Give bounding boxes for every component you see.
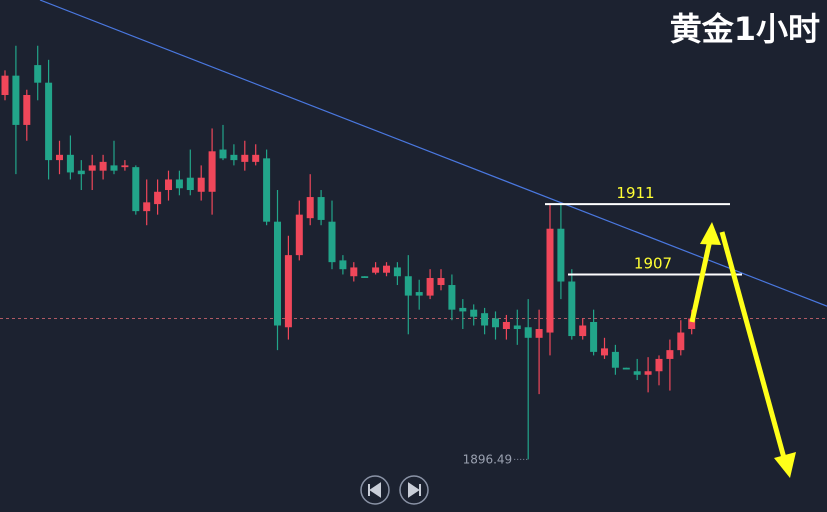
candle-body bbox=[644, 371, 652, 375]
candle-body bbox=[45, 82, 53, 161]
candle-body bbox=[459, 307, 467, 312]
candle-body bbox=[393, 267, 401, 277]
candle-body bbox=[197, 177, 205, 192]
candle-body bbox=[622, 367, 630, 370]
candle-body bbox=[241, 154, 249, 162]
prev-icon bbox=[368, 482, 381, 498]
candle-body bbox=[1, 75, 9, 96]
playback bbox=[360, 475, 429, 505]
chart-title: 黄金1小时 bbox=[670, 10, 820, 48]
candle-body bbox=[154, 191, 162, 205]
low-label: 1896.49 bbox=[463, 452, 513, 466]
candle-body bbox=[34, 65, 42, 83]
candle-body bbox=[317, 197, 325, 220]
candle-body bbox=[219, 149, 227, 159]
candle-body bbox=[165, 179, 172, 191]
candle-body bbox=[546, 228, 554, 333]
candle-body bbox=[579, 325, 587, 337]
candle-body bbox=[426, 277, 434, 296]
candle-body bbox=[99, 161, 107, 171]
candle-body bbox=[513, 325, 521, 330]
candle-body bbox=[121, 165, 129, 168]
candle-body bbox=[350, 267, 358, 277]
next-button[interactable] bbox=[399, 475, 429, 505]
candle-body bbox=[186, 177, 194, 191]
arrow-down bbox=[719, 231, 787, 459]
candle-body bbox=[306, 197, 314, 219]
candle-body bbox=[339, 260, 347, 270]
candle-body bbox=[23, 95, 31, 125]
candle-body bbox=[175, 179, 183, 189]
candle-body bbox=[284, 255, 292, 328]
candle-body bbox=[263, 158, 271, 222]
level-label: 1907 bbox=[634, 254, 672, 272]
candle-body bbox=[611, 351, 619, 368]
arrow-head bbox=[700, 222, 721, 245]
candle-body bbox=[524, 327, 532, 338]
candle-body bbox=[415, 292, 423, 296]
candle-body bbox=[252, 154, 260, 162]
candle-body bbox=[492, 318, 499, 328]
candle-body bbox=[274, 221, 281, 326]
candle-body bbox=[535, 329, 543, 338]
candle-body bbox=[383, 265, 390, 273]
candle-body bbox=[110, 165, 118, 171]
candle-body bbox=[677, 332, 685, 351]
candle-body bbox=[77, 170, 85, 175]
candle-body bbox=[372, 267, 380, 273]
candle-body bbox=[143, 202, 151, 212]
candle-body bbox=[448, 285, 456, 310]
candle-body bbox=[470, 309, 478, 317]
candle-body bbox=[655, 358, 663, 372]
candle-body bbox=[666, 350, 674, 359]
candle-body bbox=[568, 281, 576, 337]
candle-body bbox=[230, 154, 238, 161]
arrow-up bbox=[689, 239, 713, 323]
candle-body bbox=[502, 321, 510, 330]
candle-body bbox=[688, 318, 696, 330]
arrows bbox=[689, 222, 796, 478]
candle-body bbox=[66, 154, 74, 173]
candle-body bbox=[12, 75, 20, 125]
next-icon bbox=[408, 482, 421, 498]
candle-body bbox=[328, 221, 336, 263]
candle-body bbox=[601, 348, 608, 356]
arrow-head bbox=[774, 452, 796, 478]
candle-body bbox=[361, 276, 369, 278]
candle-body bbox=[88, 165, 96, 171]
candle-body bbox=[557, 228, 565, 282]
candle-body bbox=[590, 321, 598, 352]
candle-body bbox=[208, 151, 216, 192]
candle-body bbox=[481, 313, 489, 326]
candle-body bbox=[295, 214, 303, 256]
candle-body bbox=[132, 167, 140, 212]
candle-body bbox=[56, 154, 63, 161]
candle-body bbox=[437, 277, 445, 286]
candle-body bbox=[404, 276, 412, 296]
candle-body bbox=[633, 371, 641, 375]
level-label: 1911 bbox=[616, 184, 654, 202]
trendline bbox=[39, 0, 827, 307]
prev-button[interactable] bbox=[360, 475, 390, 505]
